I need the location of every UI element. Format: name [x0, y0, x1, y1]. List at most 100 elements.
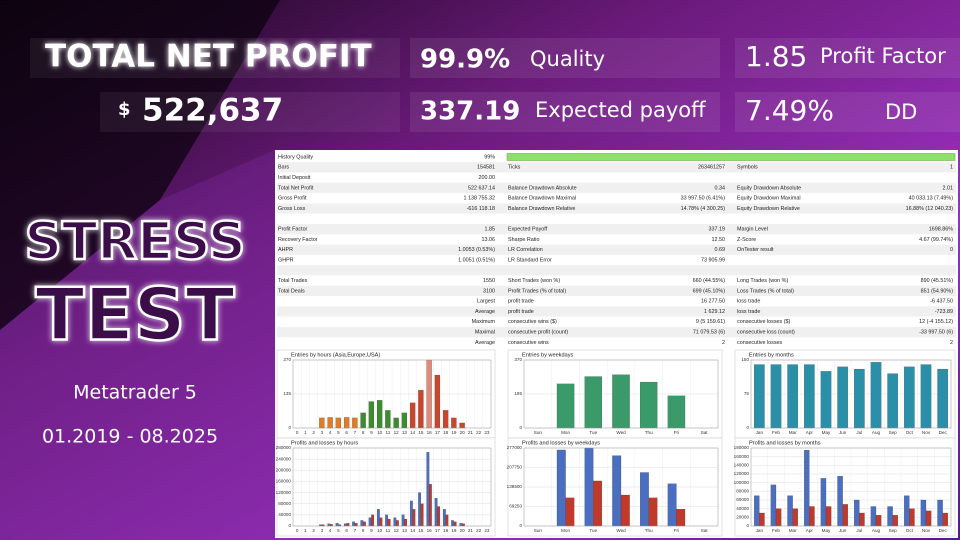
cell-value: 16 277.50	[701, 299, 725, 305]
cell-label: Short Trades (won %)	[508, 278, 560, 284]
x-tick-label: Jan	[756, 528, 764, 533]
cell-value: -33 997.50 (6)	[919, 330, 953, 336]
y-tick-label: 80000	[736, 489, 749, 494]
dark-shape	[0, 0, 280, 330]
pf-value: 1.85	[745, 40, 807, 73]
x-tick-label: 13	[402, 430, 408, 435]
x-tick-label: 18	[443, 528, 449, 533]
cell-label: Long Trades (won %)	[737, 278, 788, 284]
cell-value: 699 (45.10%)	[693, 288, 726, 294]
bar	[593, 480, 602, 527]
bar	[920, 499, 927, 527]
x-tick-label: 5	[337, 430, 340, 435]
x-tick-label: Jul	[856, 430, 862, 435]
bar	[640, 381, 658, 429]
bar	[787, 364, 798, 429]
cell-value: 1.85	[485, 227, 496, 233]
x-tick-label: 11	[385, 430, 390, 435]
bar	[363, 521, 366, 527]
plot-frame	[750, 359, 952, 429]
cell-value: 200.00	[479, 175, 496, 181]
cell-label: OnTester result	[737, 247, 774, 253]
x-tick-label: Fri	[674, 528, 679, 533]
x-tick-label: 9	[370, 528, 373, 533]
bar	[584, 447, 594, 527]
bar	[754, 364, 765, 429]
bar	[640, 472, 649, 527]
x-tick-label: Sun	[534, 528, 543, 533]
row-stripe	[277, 326, 956, 338]
bar	[875, 515, 882, 527]
chart-title: Entries by hours (Asia,Europe,USA)	[291, 352, 380, 358]
row-stripe	[277, 162, 956, 173]
cell-value: 2	[950, 340, 953, 346]
bar	[459, 523, 463, 527]
bar	[343, 417, 350, 429]
bar	[820, 371, 832, 429]
x-tick-label: Mar	[789, 430, 797, 435]
bar	[937, 368, 948, 429]
y-tick-label: 0	[288, 425, 291, 430]
quality-bar	[506, 153, 956, 161]
bar	[335, 417, 342, 429]
bar	[556, 383, 575, 429]
cell-label: GHPR	[278, 257, 294, 263]
x-tick-label: Sat	[701, 528, 709, 533]
bar	[459, 422, 465, 429]
x-tick-label: 1	[304, 430, 307, 435]
cell-label: History Quality	[278, 154, 313, 160]
x-tick-label: 7	[354, 528, 357, 533]
cell-label: Recovery Factor	[278, 237, 318, 243]
x-tick-label: Dec	[939, 430, 948, 435]
x-tick-label: Jun	[839, 528, 847, 533]
y-tick-label: 200000	[276, 468, 292, 473]
bar	[925, 510, 932, 527]
bar	[775, 508, 782, 527]
row-stripe	[277, 306, 956, 317]
bar	[859, 512, 865, 527]
cell-label: Symbols	[737, 165, 758, 171]
bar	[770, 364, 782, 429]
cell-label: consecutive loss (count)	[737, 330, 795, 336]
y-tick-label: 280000	[276, 445, 292, 450]
x-tick-label: Nov	[922, 528, 931, 533]
cell-label: Total Net Profit	[278, 185, 314, 191]
bar	[620, 494, 630, 527]
plot-frame	[292, 359, 492, 429]
x-tick-label: 3	[321, 528, 324, 533]
payoff-label: Expected payoff	[535, 98, 706, 122]
bar	[892, 515, 898, 527]
x-tick-label: 8	[362, 528, 365, 533]
y-tick-label: 0	[746, 425, 749, 430]
x-tick-label: Mon	[561, 430, 570, 435]
chart-title: Profits and losses by hours	[291, 440, 358, 446]
bar	[319, 417, 325, 429]
y-tick-label: 135	[283, 391, 291, 396]
y-tick-label: 0	[746, 523, 749, 528]
bar	[354, 523, 358, 527]
cell-value: 0.34	[715, 185, 726, 191]
cell-value: Average	[475, 309, 495, 315]
x-tick-label: 16	[427, 430, 433, 435]
bar	[825, 506, 832, 527]
bar	[887, 506, 893, 527]
x-tick-label: 21	[468, 430, 474, 435]
x-tick-label: Oct	[906, 528, 914, 533]
bar	[330, 524, 333, 527]
cell-label: Bars	[278, 165, 289, 171]
cell-value: 1.0053 (0.53%)	[458, 247, 495, 253]
cell-value: 890 (45.51%)	[921, 278, 954, 284]
bar	[820, 478, 827, 527]
x-tick-label: 2	[312, 430, 315, 435]
row-stripe	[277, 203, 956, 214]
cell-value: 13.06	[482, 237, 496, 243]
cell-label: consecutive wins	[508, 340, 549, 346]
cell-value: 12.50	[712, 237, 726, 243]
bar	[462, 523, 465, 527]
cell-label: Balance Drawdown Maximal	[508, 196, 576, 202]
x-tick-label: May	[822, 528, 831, 533]
cell-value: 660 (44.55%)	[693, 278, 726, 284]
x-tick-label: 15	[418, 528, 424, 533]
y-tick-label: 69250	[509, 504, 522, 509]
cell-value: 73 905.99	[701, 257, 725, 263]
